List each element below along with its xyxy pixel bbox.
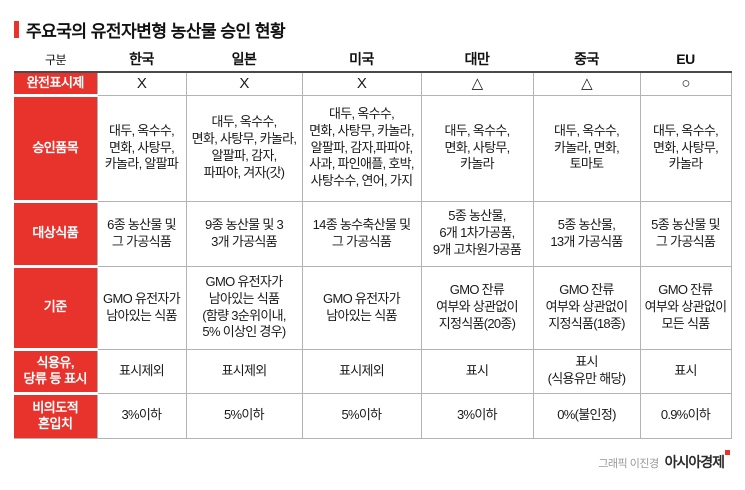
table-cell: △ [532,71,641,96]
table-cell: 표시 [639,348,732,394]
column-header-taiwan: 대만 [421,47,533,73]
column-header-gubun: 구분 [14,47,97,73]
table-cell: GMO 잔류 여부와 상관없이 모든 식품 [639,265,732,350]
row-label: 식용유, 당류 등 표시 [14,349,98,395]
table-cell: 대두, 옥수수, 면화, 사탕무, 카놀라, 알팔파, 감자, 파파야, 겨자(… [185,94,303,202]
column-header-usa: 미국 [302,47,421,73]
table-row-criteria: 기준 GMO 유전자가 남아있는 식품 GMO 유전자가 남아있는 식품 (함량… [14,265,732,351]
table-cell: 5%이하 [301,392,422,439]
table-cell: GMO 유전자가 남아있는 식품 [96,265,187,350]
table-cell: 3%이하 [96,392,187,439]
page-header: 주요국의 유전자변형 농산물 승인 현황 [14,17,286,42]
table-cell: 표시제외 [96,348,187,394]
column-header-china: 중국 [533,47,640,73]
table-cell: 0%(불인정) [532,392,641,439]
table-cell: 표시제외 [185,348,303,394]
credit-graphic-author: 그래픽 이진경 [598,458,659,470]
column-header-eu: EU [640,47,731,73]
table-cell: △ [420,71,534,96]
table-cell: GMO 잔류 여부와 상관없이 지정식품(18종) [532,265,641,350]
table-cell: 대두, 옥수수, 면화, 사탕무, 카놀라 [420,94,534,202]
table-cell: 3%이하 [420,392,534,439]
table-cell: X [301,71,422,96]
table-cell: 대두, 옥수수, 면화, 사탕무, 카놀라, 알팔파 [96,94,187,202]
brand-logo-mark-icon [725,450,730,455]
row-label: 기준 [14,266,98,351]
column-header-korea: 한국 [97,47,186,73]
table-cell: ○ [639,71,732,96]
table-row-target-foods: 대상식품 6종 농산물 및 그 가공식품 9종 농산물 및 3 3개 가공식품 … [14,200,732,268]
table-cell: 5%이하 [185,392,303,439]
table-row-approved-items: 승인품목 대두, 옥수수, 면화, 사탕무, 카놀라, 알팔파 대두, 옥수수,… [14,94,732,203]
table-cell: 표시제외 [301,348,422,394]
table-cell: 5종 농산물, 6개 1차가공품, 9개 고차원가공품 [420,200,534,267]
table-cell: 6종 농산물 및 그 가공식품 [96,200,187,267]
table-cell: 표시 [420,348,534,394]
table-cell: X [96,71,187,96]
row-label: 비의도적 혼입치 [14,393,98,439]
gmo-approval-table: 구분 한국 일본 미국 대만 중국 EU 완전표시제 X X X △ △ ○ 승… [14,47,732,439]
brand-logo-text: 아시아경제 [664,454,725,470]
row-label: 완전표시제 [14,72,98,97]
table-cell: 5종 농산물 및 그 가공식품 [639,200,732,267]
table-cell: 0.9%이하 [639,392,732,439]
table-cell: 대두, 옥수수, 카놀라, 면화, 토마토 [532,94,641,202]
row-label: 대상식품 [14,201,98,268]
title-accent-bar [14,21,19,38]
row-label: 승인품목 [14,95,98,203]
table-cell: GMO 유전자가 남아있는 식품 (함량 3순위이내, 5% 이상인 경우) [185,265,303,350]
table-cell: 14종 농수축산물 및 그 가공식품 [301,200,422,267]
column-header-japan: 일본 [186,47,302,73]
table-cell: 표시 (식용유만 해당) [532,348,641,394]
brand-logo: 아시아경제 [664,450,730,472]
table-cell: 5종 농산물, 13개 가공식품 [532,200,641,267]
credit-line: 그래픽 이진경 아시아경제 [598,450,730,472]
table-cell: GMO 잔류 여부와 상관없이 지정식품(20종) [420,265,534,350]
table-row-oil-sugar-labeling: 식용유, 당류 등 표시 표시제외 표시제외 표시제외 표시 표시 (식용유만 … [14,348,732,395]
table-row-full-labeling: 완전표시제 X X X △ △ ○ [14,71,732,97]
page-title: 주요국의 유전자변형 농산물 승인 현황 [26,22,286,41]
table-cell: 9종 농산물 및 3 3개 가공식품 [185,200,303,267]
table-cell: GMO 유전자가 남아있는 식품 [301,265,422,350]
table-cell: 대두, 옥수수, 면화, 사탕무, 카놀라 [639,94,732,202]
table-cell: X [185,71,303,96]
table-cell: 대두, 옥수수, 면화, 사탕무, 카놀라, 알팔파, 감자,파파야, 사과, … [301,94,422,202]
table-header-row: 구분 한국 일본 미국 대만 중국 EU [14,47,731,73]
table-row-unintentional-mixing: 비의도적 혼입치 3%이하 5%이하 5%이하 3%이하 0%(불인정) 0.9… [14,392,732,439]
